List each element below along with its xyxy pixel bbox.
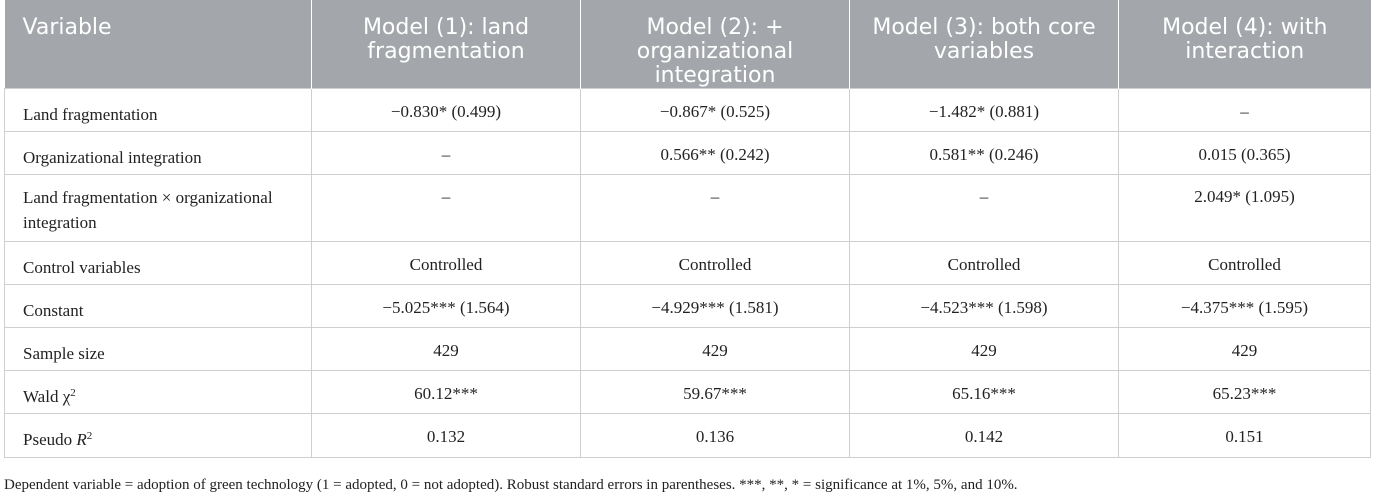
table-cell: −1.482* (0.881) xyxy=(849,88,1119,132)
table-row: Land fragmentation × organizational inte… xyxy=(4,174,1371,242)
table-cell: −4.929*** (1.581) xyxy=(580,284,850,328)
table-cell: 65.16*** xyxy=(849,370,1119,414)
table-cell: – xyxy=(849,174,1119,242)
row-label: Organizational integration xyxy=(4,131,312,175)
table-cell: 65.23*** xyxy=(1118,370,1371,414)
table-cell: −0.830* (0.499) xyxy=(311,88,581,132)
table-cell: Controlled xyxy=(311,241,581,285)
table-cell: −5.025*** (1.564) xyxy=(311,284,581,328)
table-cell: 429 xyxy=(580,327,850,371)
table-row: Pseudo R2 0.132 0.136 0.142 0.151 xyxy=(4,413,1371,458)
table-cell: – xyxy=(580,174,850,242)
table-cell: 0.136 xyxy=(580,413,850,458)
row-label-italic: R xyxy=(76,430,87,449)
table-cell: 0.581** (0.246) xyxy=(849,131,1119,175)
regression-results-table: Variable Model (1): land fragmentation M… xyxy=(4,0,1371,458)
table-row: Organizational integration – 0.566** (0.… xyxy=(4,131,1371,175)
table-cell: −4.523*** (1.598) xyxy=(849,284,1119,328)
table-cell: 429 xyxy=(311,327,581,371)
table-cell: 0.566** (0.242) xyxy=(580,131,850,175)
table-cell: Controlled xyxy=(849,241,1119,285)
superscript-2: 2 xyxy=(86,430,93,442)
table-cell: – xyxy=(1118,88,1371,132)
row-label-text: Pseudo xyxy=(23,430,77,449)
table-row: Control variables Controlled Controlled … xyxy=(4,241,1371,285)
row-label: Land fragmentation xyxy=(4,88,312,132)
table-cell: 0.132 xyxy=(311,413,581,458)
row-label: Land fragmentation × organizational inte… xyxy=(4,174,312,242)
table-cell: Controlled xyxy=(1118,241,1371,285)
row-label: Sample size xyxy=(4,327,312,371)
table-row: Land fragmentation −0.830* (0.499) −0.86… xyxy=(4,88,1371,132)
header-variable: Variable xyxy=(4,0,312,89)
row-label-text: Wald χ xyxy=(23,387,71,406)
table-row: Sample size 429 429 429 429 xyxy=(4,327,1371,371)
table-cell: −0.867* (0.525) xyxy=(580,88,850,132)
table-cell: – xyxy=(311,174,581,242)
row-label: Control variables xyxy=(4,241,312,285)
superscript-2: 2 xyxy=(70,387,76,399)
table-footnote: Dependent variable = adoption of green t… xyxy=(4,477,1018,493)
results-table-container: Variable Model (1): land fragmentation M… xyxy=(4,0,1371,458)
header-model-1: Model (1): land fragmentation xyxy=(311,0,581,89)
table-cell: 2.049* (1.095) xyxy=(1118,174,1371,242)
header-row: Variable Model (1): land fragmentation M… xyxy=(4,0,1371,89)
table-row: Wald χ2 60.12*** 59.67*** 65.16*** 65.23… xyxy=(4,370,1371,414)
row-label: Pseudo R2 xyxy=(4,413,312,458)
table-cell: 0.151 xyxy=(1118,413,1371,458)
table-cell: −4.375*** (1.595) xyxy=(1118,284,1371,328)
header-model-3: Model (3): both core variables xyxy=(849,0,1119,89)
table-cell: 59.67*** xyxy=(580,370,850,414)
header-model-2: Model (2): + organizational integration xyxy=(580,0,850,89)
table-cell: 60.12*** xyxy=(311,370,581,414)
table-cell: 429 xyxy=(1118,327,1371,371)
row-label: Wald χ2 xyxy=(4,370,312,414)
table-cell: – xyxy=(311,131,581,175)
table-cell: 0.015 (0.365) xyxy=(1118,131,1371,175)
table-cell: Controlled xyxy=(580,241,850,285)
table-row: Constant −5.025*** (1.564) −4.929*** (1.… xyxy=(4,284,1371,328)
row-label: Constant xyxy=(4,284,312,328)
header-model-4: Model (4): with interaction xyxy=(1118,0,1371,89)
table-cell: 0.142 xyxy=(849,413,1119,458)
table-cell: 429 xyxy=(849,327,1119,371)
